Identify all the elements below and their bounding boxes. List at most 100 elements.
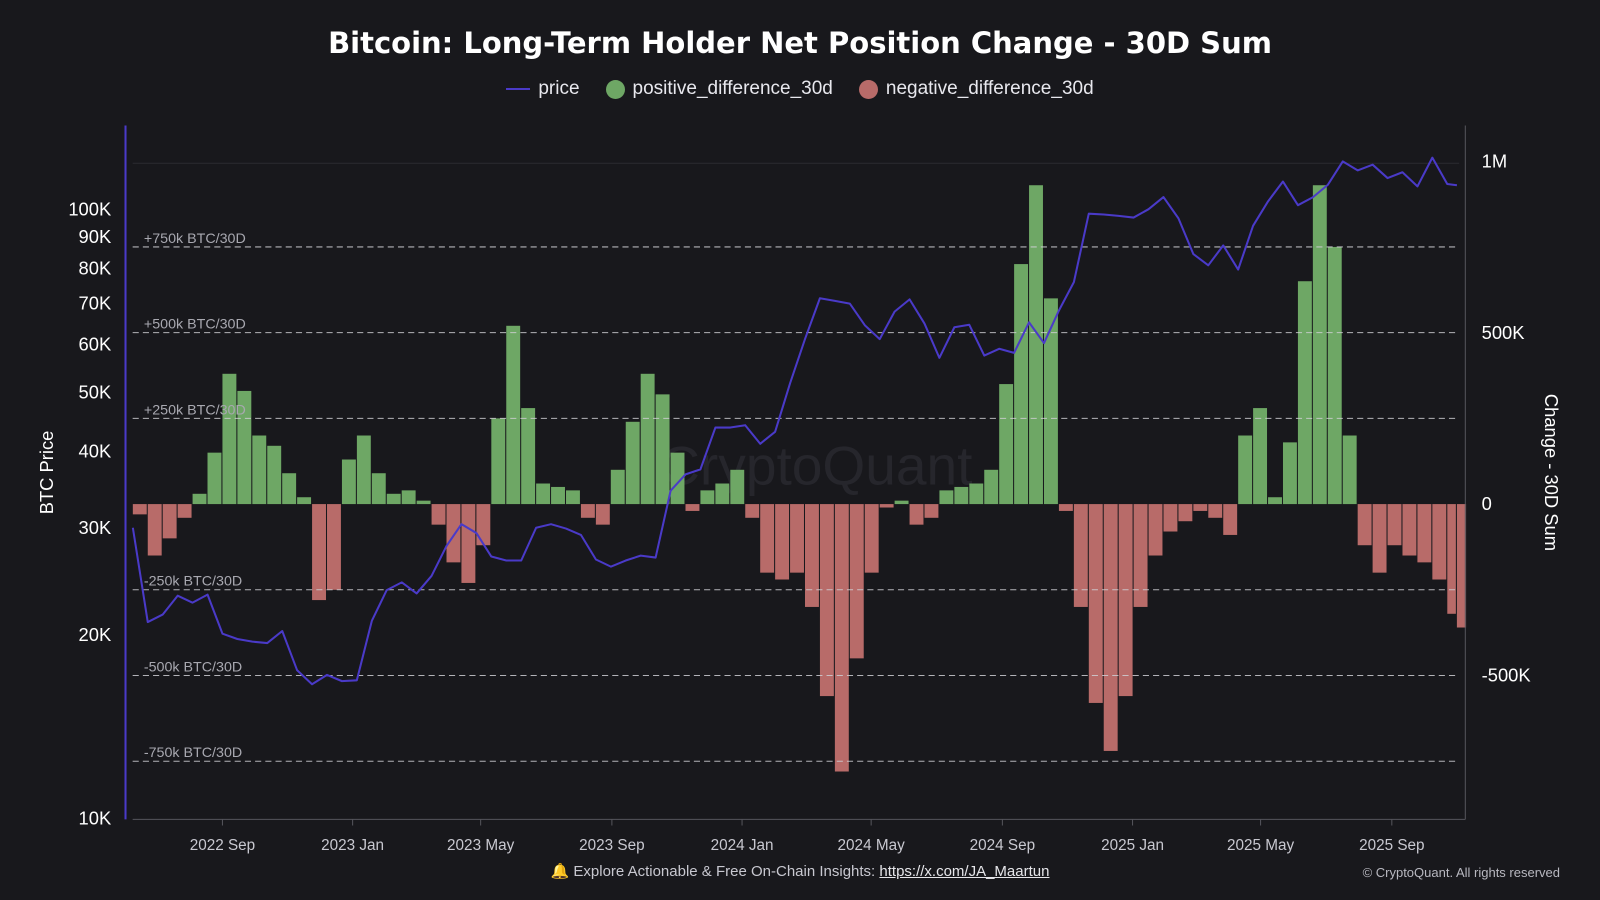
positive-bar xyxy=(356,435,371,505)
positive-bar xyxy=(1043,298,1058,505)
legend-label: negative_difference_30d xyxy=(885,78,1094,99)
x-tick-label: 2024 Sep xyxy=(970,837,1035,854)
copyright: © CryptoQuant. All rights reserved xyxy=(1362,865,1560,880)
bell-icon: 🔔 xyxy=(550,863,570,880)
negative-bar xyxy=(685,504,700,511)
legend-item-positive[interactable]: positive_difference_30d xyxy=(605,78,833,100)
negative-bar xyxy=(595,504,610,525)
negative-bar xyxy=(1208,504,1223,518)
positive-bar xyxy=(715,483,730,505)
left-tick-label: 40K xyxy=(79,441,112,462)
left-tick-label: 20K xyxy=(79,624,112,645)
negative-bar xyxy=(1058,504,1073,511)
negative-bar xyxy=(476,504,491,546)
reference-line-label: +750k BTC/30D xyxy=(144,231,246,247)
positive-bar xyxy=(640,373,655,505)
positive-bar xyxy=(610,469,625,505)
left-tick-label: 10K xyxy=(79,807,112,828)
negative-bar xyxy=(580,504,595,518)
footer-link[interactable]: https://x.com/JA_Maartun xyxy=(879,863,1050,880)
positive-bar xyxy=(700,490,715,505)
negative-bar xyxy=(1073,504,1088,607)
negative-bar xyxy=(790,504,804,573)
positive-bar xyxy=(954,486,969,505)
positive-bar xyxy=(297,497,312,505)
positive-bar xyxy=(969,483,984,505)
positive-bar xyxy=(1327,246,1342,505)
positive-bar xyxy=(939,490,954,505)
positive-bar xyxy=(207,452,222,505)
legend-item-price[interactable]: price xyxy=(506,78,580,100)
negative-bar xyxy=(147,504,162,556)
positive-bar xyxy=(1282,442,1297,505)
reference-line-label: -500k BTC/30D xyxy=(144,659,242,675)
positive-bar xyxy=(1297,281,1312,505)
positive-bar xyxy=(1238,435,1253,505)
negative-bar xyxy=(1193,504,1208,511)
left-tick-label: 60K xyxy=(79,333,112,354)
positive-bar xyxy=(222,373,237,505)
right-tick-label: -500K xyxy=(1482,665,1532,686)
left-tick-label: 30K xyxy=(79,517,112,538)
x-tick-label: 2024 May xyxy=(838,837,906,854)
negative-bar xyxy=(760,504,775,573)
negative-bar xyxy=(834,504,849,772)
negative-bar xyxy=(1103,504,1118,751)
negative-bar xyxy=(864,504,879,573)
positive-bar xyxy=(1014,264,1029,505)
reference-line-label: -250k BTC/30D xyxy=(144,574,242,590)
positive-bar xyxy=(192,493,207,505)
positive-bar xyxy=(551,486,565,505)
positive-bar xyxy=(625,421,640,505)
positive-bar xyxy=(670,452,685,505)
x-tick-label: 2025 May xyxy=(1227,837,1295,854)
negative-bar xyxy=(177,504,192,518)
left-tick-label: 50K xyxy=(79,382,112,403)
chart-title: Bitcoin: Long-Term Holder Net Position C… xyxy=(328,26,1272,60)
negative-bar xyxy=(924,504,939,518)
positive-bar xyxy=(491,418,506,505)
negative-bar xyxy=(1432,504,1447,580)
negative-bar xyxy=(745,504,760,518)
positive-bar xyxy=(282,473,297,505)
negative-bar xyxy=(879,504,894,508)
negative-bar xyxy=(775,504,790,580)
positive-bar xyxy=(1253,408,1268,505)
x-tick-label: 2025 Sep xyxy=(1359,837,1425,854)
negative-bar xyxy=(162,504,177,539)
positive-bar xyxy=(730,469,745,505)
negative-bar xyxy=(327,504,341,590)
positive-bar xyxy=(252,435,267,505)
negative-bar xyxy=(446,504,461,563)
watermark: CryptoQuant xyxy=(660,435,972,497)
positive-bar xyxy=(267,445,282,505)
positive-bar xyxy=(894,500,909,505)
left-tick-label: 100K xyxy=(68,198,112,219)
price-line xyxy=(131,156,1458,686)
footer-text: Explore Actionable & Free On-Chain Insig… xyxy=(573,863,876,880)
x-tick-label: 2025 Jan xyxy=(1101,837,1164,854)
negative-bar xyxy=(1148,504,1163,556)
positive-bar xyxy=(401,490,416,505)
positive-bar xyxy=(371,473,386,505)
right-axis-title: Change - 30D Sum xyxy=(1541,394,1562,551)
dot-swatch xyxy=(858,79,878,99)
positive-bar xyxy=(506,325,521,505)
left-tick-label: 90K xyxy=(79,226,112,247)
left-tick-label: 70K xyxy=(79,293,112,314)
reference-line-label: -750k BTC/30D xyxy=(144,745,242,761)
legend-item-negative[interactable]: negative_difference_30d xyxy=(858,78,1094,100)
right-tick-label: 500K xyxy=(1482,322,1526,343)
negative-bar xyxy=(1447,504,1456,614)
negative-bar xyxy=(1088,504,1103,703)
negative-bar xyxy=(1118,504,1133,697)
positive-bar xyxy=(566,490,580,505)
legend: price positive_difference_30d negative_d… xyxy=(0,78,1600,100)
positive-bar xyxy=(521,408,536,505)
positive-bar xyxy=(1029,185,1043,505)
negative-bar xyxy=(1178,504,1193,522)
line-swatch xyxy=(506,88,531,90)
negative-bar xyxy=(819,504,834,697)
x-tick-label: 2023 Sep xyxy=(579,837,645,854)
